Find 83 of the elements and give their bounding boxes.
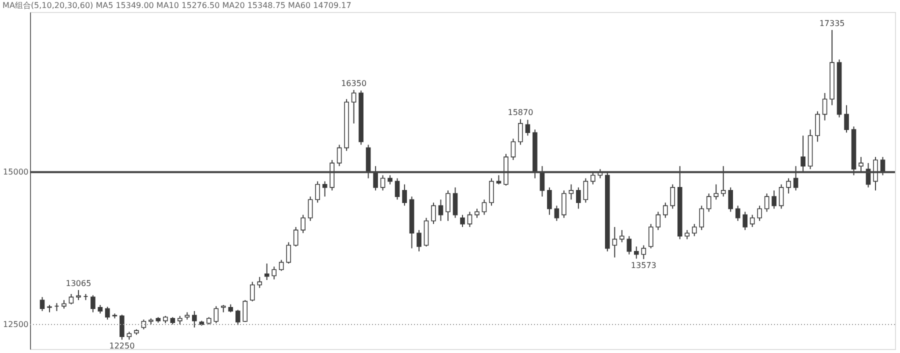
candlestick	[388, 174, 392, 185]
candlestick	[438, 199, 444, 222]
candlestick	[815, 110, 820, 142]
candlestick	[656, 211, 661, 231]
candlestick	[141, 319, 146, 330]
candlestick	[641, 244, 646, 260]
candlestick	[322, 180, 328, 198]
candlestick	[351, 89, 356, 124]
candlestick	[250, 281, 255, 302]
candlestick	[525, 119, 530, 136]
candlestick	[293, 226, 298, 247]
candlestick	[264, 263, 270, 280]
candlestick	[648, 223, 654, 249]
candlestick	[583, 178, 588, 204]
candlestick	[90, 294, 96, 313]
candlestick	[446, 190, 450, 222]
y-tick-label: 12500	[3, 320, 28, 329]
candlestick	[576, 186, 581, 210]
candlestick	[272, 266, 277, 280]
candlestick	[822, 92, 828, 121]
candlestick	[242, 300, 248, 323]
candlestick	[286, 242, 291, 264]
annotation: 12250	[109, 342, 135, 351]
candlestick	[257, 276, 262, 288]
candlestick	[699, 205, 704, 231]
candlestick	[467, 211, 472, 228]
candlestick	[315, 180, 320, 204]
candlestick	[489, 178, 494, 206]
candlestick	[300, 214, 306, 234]
candlestick	[482, 199, 487, 216]
candlestick	[728, 186, 733, 212]
candlestick	[612, 226, 618, 258]
annotation: 15870	[508, 108, 534, 118]
candlestick	[844, 104, 849, 134]
candlestick	[620, 230, 624, 243]
annotation: 13573	[630, 261, 656, 270]
candlestick	[120, 314, 124, 340]
candlestick	[308, 196, 313, 222]
candlestick	[518, 118, 523, 146]
candlestick	[336, 144, 342, 167]
candlestick	[394, 178, 400, 200]
candlestick	[40, 296, 45, 312]
candlestick	[750, 214, 755, 228]
candlestick	[684, 230, 690, 240]
candlestick	[235, 309, 240, 326]
annotation: 17335	[819, 18, 845, 28]
candlestick	[68, 294, 74, 305]
candlestick	[554, 205, 560, 222]
candlestick	[547, 186, 552, 216]
candlestick	[568, 184, 574, 200]
candlestick	[714, 184, 718, 200]
candlestick	[692, 223, 697, 237]
candlestick	[416, 230, 422, 252]
candlestick	[214, 306, 219, 324]
candlestick	[402, 184, 407, 206]
candlestick	[735, 205, 740, 222]
candlestick	[496, 174, 502, 185]
candlestick	[742, 211, 748, 231]
candlestick	[562, 190, 566, 218]
candlestick	[474, 208, 480, 218]
candlestick	[192, 310, 197, 328]
y-tick-label: 15000	[3, 168, 28, 177]
candlestick	[670, 184, 676, 210]
candlestick	[634, 246, 639, 260]
annotation: 13065	[66, 279, 92, 288]
candlestick	[764, 193, 770, 212]
candlestick	[431, 202, 436, 224]
candlestick	[757, 205, 762, 222]
candlestick	[460, 214, 465, 228]
candlestick	[452, 186, 458, 218]
candlestick	[662, 202, 668, 218]
candlestick	[278, 259, 284, 272]
candlestick	[76, 290, 81, 301]
text: MA组合(5,10,20,30,60) MA5 15349.00 MA10 15276.50 MA20 15348.75 MA60 14709.17	[2, 1, 352, 10]
candlestick	[772, 190, 776, 210]
annotation: 16350	[341, 78, 367, 88]
candlestick	[380, 174, 386, 191]
candlestick	[706, 193, 712, 212]
candlestick	[105, 306, 110, 320]
candlestick	[510, 138, 516, 161]
candlestick	[786, 178, 791, 194]
candlestick	[778, 184, 784, 210]
candlestick	[626, 236, 632, 255]
